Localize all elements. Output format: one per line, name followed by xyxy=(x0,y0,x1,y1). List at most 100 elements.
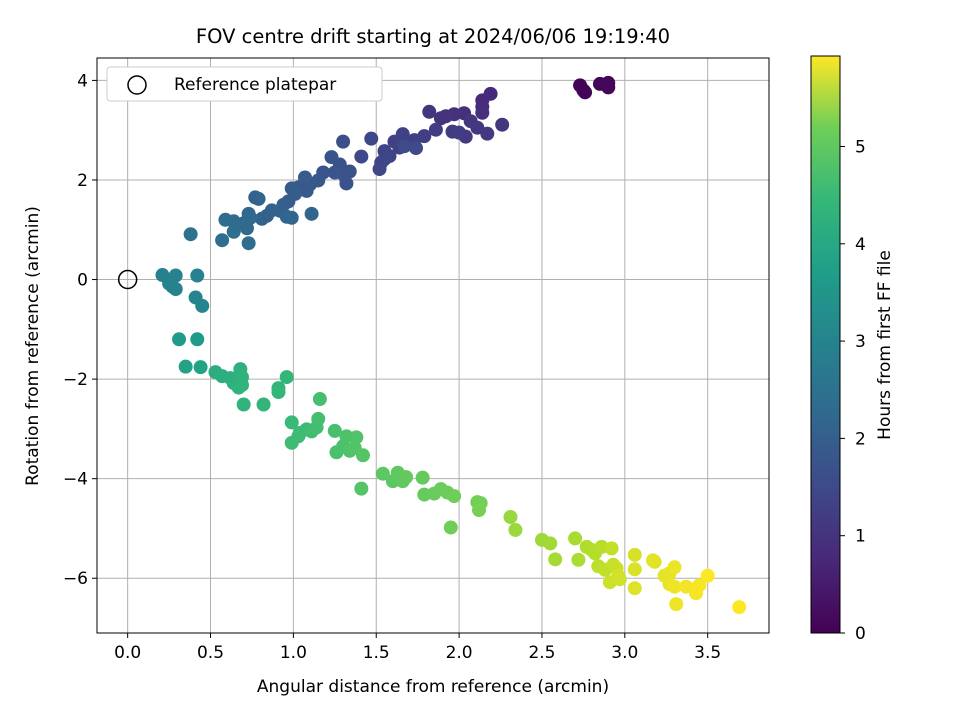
scatter-point xyxy=(604,541,619,556)
x-axis-label: Angular distance from reference (arcmin) xyxy=(257,677,609,697)
scatter-point xyxy=(311,411,326,426)
scatter-point xyxy=(304,206,319,221)
x-tick-label: 0.0 xyxy=(114,643,141,663)
scatter-point xyxy=(239,221,254,236)
scatter-point xyxy=(336,134,351,149)
scatter-point xyxy=(689,581,704,596)
colorbar-tick-label: 1 xyxy=(855,527,866,547)
scatter-point xyxy=(279,209,294,224)
x-tick-label: 3.5 xyxy=(694,643,721,663)
scatter-point xyxy=(422,104,437,119)
y-axis-ticks: −6 −4 −2 0 2 4 xyxy=(63,71,97,589)
scatter-point xyxy=(218,212,233,227)
scatter-point xyxy=(667,560,682,575)
scatter-point xyxy=(339,176,354,191)
x-tick-label: 1.5 xyxy=(363,643,390,663)
legend: Reference platepar xyxy=(106,66,383,102)
scatter-point xyxy=(669,597,684,612)
scatter-point xyxy=(254,211,269,226)
scatter-point xyxy=(190,332,205,347)
scatter-point xyxy=(279,370,294,385)
scatter-point xyxy=(627,562,642,577)
scatter-point xyxy=(235,378,250,393)
scatter-point xyxy=(349,430,364,445)
scatter-point xyxy=(190,268,205,283)
plot-frame xyxy=(96,57,770,634)
scatter-point xyxy=(508,522,523,537)
legend-box xyxy=(106,66,383,102)
colorbar-tick-label: 4 xyxy=(855,235,866,255)
scatter-point xyxy=(271,385,286,400)
scatter-point xyxy=(433,111,448,126)
chart-title: FOV centre drift starting at 2024/06/06 … xyxy=(196,25,670,48)
scatter-point xyxy=(627,581,642,596)
y-tick-label: 4 xyxy=(77,71,88,91)
scatter-point xyxy=(627,547,642,562)
scatter-point xyxy=(495,117,510,132)
scatter-point xyxy=(399,470,414,485)
scatter-point xyxy=(236,397,251,412)
scatter-point xyxy=(700,568,715,583)
colorbar-gradient xyxy=(810,55,841,634)
scatter-point xyxy=(645,553,660,568)
scatter-point xyxy=(172,332,187,347)
scatter-point xyxy=(312,392,327,407)
x-tick-label: 3.0 xyxy=(611,643,638,663)
scatter-point xyxy=(732,600,747,615)
scatter-point xyxy=(548,552,563,567)
scatter-point xyxy=(354,481,369,496)
x-tick-label: 2.0 xyxy=(446,643,473,663)
scatter-point xyxy=(611,568,626,583)
y-axis-label: Rotation from reference (arcmin) xyxy=(23,206,43,486)
scatter-point xyxy=(327,423,342,438)
scatter-point xyxy=(480,126,495,141)
colorbar-tick-label: 2 xyxy=(855,429,866,449)
scatter-point xyxy=(251,191,266,206)
scatter-point xyxy=(327,165,342,180)
scatter-point xyxy=(324,150,339,165)
y-tick-label: 0 xyxy=(77,271,88,291)
scatter-point xyxy=(215,233,230,248)
legend-label: Reference platepar xyxy=(174,75,336,95)
scatter-point xyxy=(284,415,299,430)
scatter-point xyxy=(226,224,241,239)
colorbar-ticks: 0 1 2 3 4 5 xyxy=(840,137,866,644)
scatter-point xyxy=(354,149,369,164)
scatter-point xyxy=(375,466,390,481)
colorbar-label: Hours from first FF file xyxy=(875,250,895,440)
y-tick-label: −6 xyxy=(63,569,88,589)
y-tick-label: −4 xyxy=(63,470,88,490)
scatter-point xyxy=(256,397,271,412)
scatter-point xyxy=(578,85,593,100)
colorbar-tick-label: 5 xyxy=(855,137,866,157)
reference-point-marker xyxy=(117,269,138,290)
scatter-point xyxy=(178,359,193,374)
colorbar-tick-label: 0 xyxy=(855,624,866,644)
scatter-point xyxy=(284,435,299,450)
scatter-point xyxy=(372,162,387,177)
scatter-point xyxy=(297,170,312,185)
data-points xyxy=(155,75,747,615)
scatter-point xyxy=(415,470,430,485)
legend-marker-icon xyxy=(127,75,147,95)
scatter-point xyxy=(195,298,210,313)
grid-lines xyxy=(97,58,769,633)
scatter-point xyxy=(452,125,467,140)
x-tick-label: 2.5 xyxy=(528,643,555,663)
scatter-point xyxy=(443,520,458,535)
scatter-point xyxy=(471,503,486,518)
scatter-point xyxy=(475,105,490,120)
x-tick-label: 1.0 xyxy=(280,643,307,663)
x-axis-ticks: 0.0 0.5 1.0 1.5 2.0 2.5 3.0 3.5 xyxy=(114,633,721,663)
y-tick-label: −2 xyxy=(63,370,88,390)
colorbar-tick-label: 3 xyxy=(855,332,866,352)
scatter-point xyxy=(601,80,616,95)
scatter-point xyxy=(397,139,412,154)
scatter-point xyxy=(543,536,558,551)
scatter-point xyxy=(355,448,370,463)
x-tick-label: 0.5 xyxy=(197,643,224,663)
scatter-point xyxy=(667,579,682,594)
scatter-point xyxy=(447,489,462,504)
plot-area: 0.0 0.5 1.0 1.5 2.0 2.5 3.0 3.5 −6 −4 −2 0 2 4 xyxy=(63,57,770,663)
